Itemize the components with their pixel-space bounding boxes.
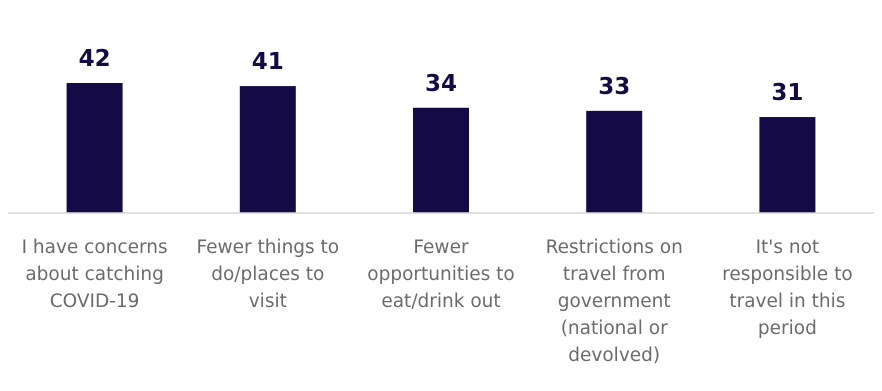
data-label-2: 41 [252, 49, 284, 75]
bar-1 [66, 83, 123, 213]
category-label-line: devolved) [568, 345, 660, 366]
category-label-line: (national or [561, 318, 668, 339]
category-label-line: do/places to [211, 264, 324, 285]
category-label-4: Restrictions on travel from government (nat… [546, 237, 683, 366]
data-label-3: 34 [425, 71, 457, 97]
data-label-4: 33 [598, 74, 630, 100]
category-label-line: Restrictions on [546, 237, 683, 258]
data-label-5: 31 [771, 80, 803, 106]
category-label-line: responsible to [722, 264, 853, 285]
category-label-line: COVID-19 [50, 291, 140, 312]
bar-2 [239, 86, 296, 213]
value-labels-group: 42 41 34 33 31 [79, 46, 804, 106]
category-label-line: eat/drink out [381, 291, 500, 312]
category-label-line: It's not [756, 237, 820, 258]
category-label-line: Fewer things to [196, 237, 339, 258]
bar-3 [413, 107, 469, 213]
category-label-2: Fewer things to do/places to visit [196, 237, 339, 312]
category-label-line: visit [249, 291, 287, 312]
category-label-3: Fewer opportunities to eat/drink out [367, 237, 514, 312]
category-label-line: about catching [25, 264, 164, 285]
category-label-1: I have concerns about catching COVID-19 [22, 237, 168, 312]
category-label-line: I have concerns [22, 237, 168, 258]
category-label-line: travel from [563, 264, 666, 285]
category-label-line: travel in this [729, 291, 845, 312]
category-label-5: It's not responsible to travel in this peri… [722, 237, 853, 339]
category-label-line: period [758, 318, 817, 339]
bar-5 [759, 117, 816, 213]
bar-4 [586, 110, 643, 213]
bars-group [66, 83, 816, 213]
data-label-1: 42 [79, 46, 111, 72]
category-label-line: opportunities to [367, 264, 514, 285]
category-label-line: government [558, 291, 671, 312]
category-labels-group: I have concerns about catching COVID-19 Few… [22, 237, 853, 366]
category-label-line: Fewer [413, 237, 469, 258]
